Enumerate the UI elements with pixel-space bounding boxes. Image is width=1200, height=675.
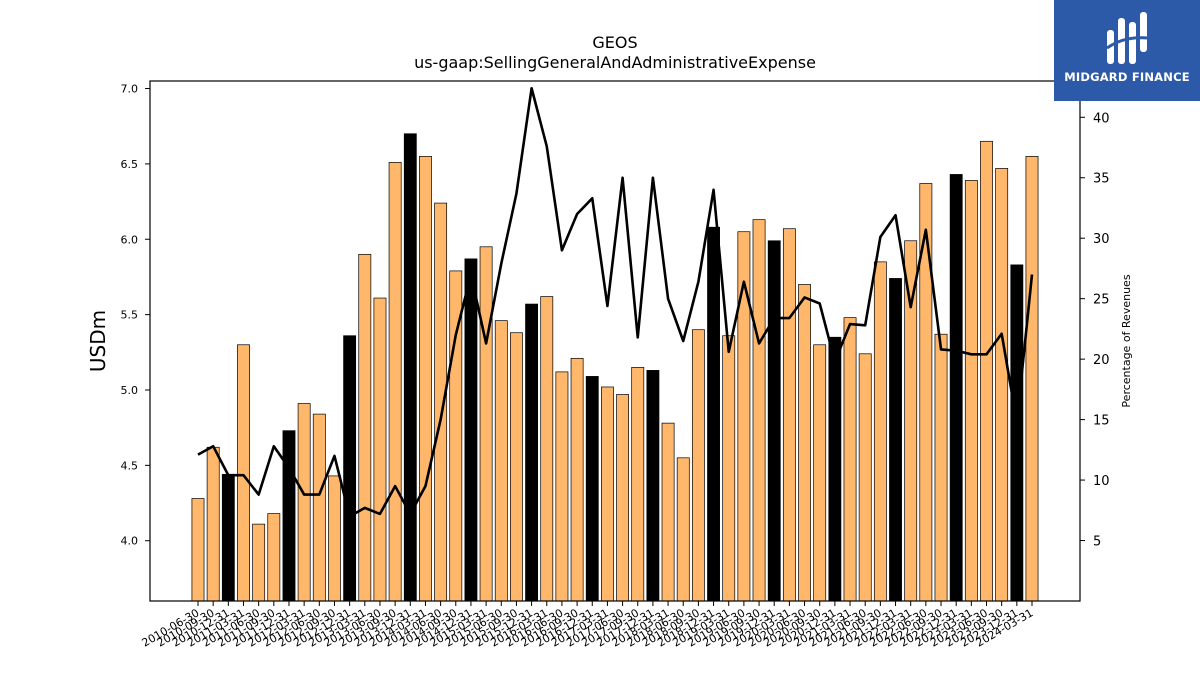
bar [343, 335, 357, 602]
y-axis-left: 4.0 4.5 5.0 5.5 6.0 6.5 7.0 [121, 83, 150, 548]
bar [221, 474, 235, 602]
bar [661, 422, 675, 602]
bar [813, 344, 827, 602]
bar [631, 367, 645, 602]
y-axis-label: USDm [86, 310, 110, 372]
y2-tick-label: 20 [1093, 353, 1110, 368]
bar [464, 258, 478, 602]
bar [798, 284, 811, 602]
bar [252, 523, 266, 602]
bar [312, 413, 326, 602]
y-tick-label: 6.5 [121, 158, 139, 171]
bar [676, 457, 690, 602]
y2-tick-label: 35 [1093, 172, 1110, 187]
percentage-line [197, 86, 1034, 518]
bar [403, 133, 417, 602]
bars-group [191, 133, 1039, 602]
bar [889, 278, 902, 602]
bar [540, 296, 554, 602]
bar [646, 370, 660, 602]
bar [995, 168, 1009, 602]
bar [282, 430, 296, 602]
y-tick-label: 5.5 [121, 309, 139, 322]
bar [237, 344, 250, 602]
y-tick-label: 5.0 [121, 384, 139, 397]
y2-tick-label: 15 [1093, 414, 1110, 429]
bar [191, 498, 205, 602]
midgard-logo-icon [1106, 12, 1148, 64]
bar [934, 333, 948, 602]
bar [691, 329, 705, 602]
y2-tick-label: 10 [1093, 474, 1110, 489]
bar [373, 297, 387, 602]
bar [1025, 156, 1039, 602]
bar [858, 353, 872, 602]
y-tick-label: 4.5 [121, 459, 139, 472]
bar [570, 357, 584, 602]
brand-name: MIDGARD FINANCE [1064, 70, 1190, 84]
bar [1010, 264, 1024, 602]
bar [767, 240, 781, 602]
brand-logo: MIDGARD FINANCE [1054, 0, 1200, 101]
y2-tick-label: 25 [1093, 293, 1110, 308]
bar [479, 246, 493, 602]
bar [585, 376, 599, 602]
bar [964, 180, 978, 602]
bar [904, 240, 918, 602]
bar [419, 156, 432, 602]
bar [494, 320, 508, 602]
chart-title: GEOS [592, 33, 637, 52]
bar [297, 403, 311, 602]
y2-tick-label: 5 [1093, 535, 1101, 550]
bar [358, 253, 372, 602]
bar [206, 446, 220, 602]
y-tick-label: 4.0 [121, 535, 139, 548]
y-axis-right: 5 10 15 20 25 30 35 40 [1080, 111, 1110, 550]
bar [752, 219, 766, 602]
bar [782, 228, 796, 602]
bar [707, 226, 720, 602]
x-axis: 2010-06-302010-09-302010-12-312011-03-31… [140, 601, 1036, 650]
bar [843, 317, 857, 602]
bar [600, 386, 614, 602]
bar [328, 475, 341, 602]
y2-axis-label: Percentage of Revenues [1120, 274, 1133, 407]
bar [616, 394, 630, 602]
bar [510, 332, 523, 602]
y-tick-label: 6.0 [121, 233, 139, 246]
bar [873, 261, 887, 602]
y2-tick-label: 30 [1093, 232, 1110, 247]
y-tick-label: 7.0 [121, 83, 139, 96]
bar [949, 174, 963, 602]
chart-subtitle: us-gaap:SellingGeneralAndAdministrativeE… [414, 53, 816, 72]
bar [267, 513, 281, 602]
bar [980, 140, 993, 602]
y2-tick-label: 40 [1093, 111, 1110, 126]
bar [722, 335, 736, 602]
bar [525, 303, 539, 602]
bar [388, 162, 402, 602]
bar [828, 336, 842, 602]
plot-frame [149, 80, 1081, 602]
line-group [197, 86, 1034, 518]
bar [555, 371, 569, 602]
